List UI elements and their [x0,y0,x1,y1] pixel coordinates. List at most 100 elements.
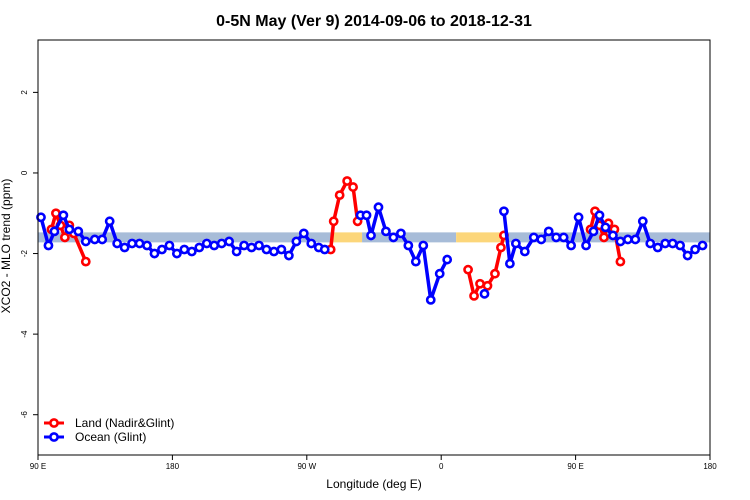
series-1-point-3-14 [600,222,611,233]
series-1-point-3-27 [697,240,708,251]
series-0-point-3-3 [599,232,609,243]
x-tick-label-0: 90 E [30,462,46,471]
series-1-point-0-14 [142,240,152,251]
series-1-point-3-8 [558,232,569,243]
series-1-point-0-27 [239,240,249,251]
legend: Land (Nadir&Glint)Ocean (Glint) [44,416,174,444]
series-1-point-3-15 [608,230,618,241]
series-1-point-0-17 [164,240,175,251]
series-0-point-0-6 [80,256,91,267]
y-axis: 2 0 -2 -4 -6 [20,90,38,419]
series-1-point-0-3 [58,210,69,221]
y-tick-label-0: 2 [20,90,29,95]
series-1-point-0-11 [119,242,130,253]
series-0-point-2-1 [469,290,479,301]
series-1-point-0-1 [43,240,54,251]
x-tick-label-1: 180 [166,462,180,471]
series-0-point-0-3 [59,232,70,243]
series-1-point-3-20 [645,238,656,249]
y-tick-label-3: -4 [20,330,29,338]
series-1-point-0-8 [97,234,108,245]
series-1-point-3-2 [510,238,521,249]
series-1-point-3-6 [543,226,554,237]
series-1-point-3-5 [536,234,547,245]
x-tick-label-3: 0 [439,462,444,471]
series-1-point-0-30 [261,244,272,255]
series-1-point-0-5 [73,226,84,237]
y-tick-label-2: -2 [20,249,29,257]
series-1-point-3-26 [690,244,700,255]
series-0-point-2-0 [463,264,473,275]
series-1-point-3-23 [667,238,678,249]
series-1-point-0-31 [269,246,279,257]
series-0-point-2-2 [475,278,485,289]
series-1-point-0-20 [186,246,197,257]
series-1-point-0-24 [216,238,227,249]
series-0-point-2-4 [490,268,500,279]
series-1-point-0-12 [127,238,137,249]
legend-marker-1 [49,432,59,442]
series-1-point-1-3 [373,202,384,213]
series-1-point-3-9 [566,240,577,251]
x-tick-label-4: 90 E [567,462,583,471]
series-1-point-1-5 [388,232,399,243]
series-1-point-3-25 [682,250,693,261]
series-1-point-0-7 [89,234,100,245]
series-1-point-3-0 [499,206,509,217]
y-tick-label-4: -6 [20,411,29,419]
series-1 [36,202,708,305]
series-1-point-3-16 [615,236,626,247]
series-1-point-0-9 [104,216,115,227]
series-1-point-1-6 [395,228,406,239]
series-1-point-3-11 [581,240,591,251]
series-0-point-1-4 [348,182,358,192]
series-1-point-3-1 [504,258,515,269]
series-1-point-3-21 [652,242,663,253]
series-1-point-0-29 [254,240,264,251]
series-1-point-1-7 [403,240,414,251]
series-1-point-0-10 [112,238,123,249]
series-1-point-0-19 [179,244,190,255]
series-1-point-0-34 [291,236,302,247]
series-1-point-3-18 [630,234,641,245]
series-1-point-3-13 [594,210,605,221]
series-1-point-2-0 [479,288,490,299]
chart-title: 0-5N May (Ver 9) 2014-09-06 to 2018-12-3… [216,13,532,30]
series-1-point-0-36 [306,238,317,249]
y-axis-label: XCO2 - MLO trend (ppm) [0,179,13,314]
series-0-point-2-5 [496,242,506,253]
series-0-point-1-3 [342,176,353,186]
series-1-point-0-26 [231,246,242,257]
series-0-point-1-2 [334,190,345,201]
series-1-point-0-33 [283,250,294,261]
plot-frame [37,39,711,456]
series-1-point-0-35 [298,228,309,239]
series-1-point-0-0 [36,212,46,223]
series-1-point-0-18 [171,248,182,259]
series-1-point-1-1 [361,210,372,221]
series-1-point-1-10 [425,294,436,305]
series-0-point-2-3 [482,280,493,291]
series-1-point-0-4 [64,224,75,235]
series-1-point-3-7 [551,232,562,243]
series-1-point-3-12 [588,226,599,237]
series-1-point-1-4 [381,226,391,237]
y-tick-label-1: 0 [20,170,29,175]
series-1-point-1-8 [410,256,421,267]
series-1-point-0-38 [319,244,330,255]
series-1-point-1-2 [366,230,376,241]
series-1-point-3-24 [675,240,686,251]
series-1-point-0-25 [224,236,235,247]
series-layer [36,176,708,305]
series-1-point-1-12 [442,254,453,265]
series-1-point-0-32 [276,244,287,255]
x-axis-label: Longitude (deg E) [326,477,421,491]
series-1-point-0-28 [246,242,257,253]
series-1-point-1-11 [434,268,445,279]
series-1-point-0-22 [201,238,212,249]
series-1-point-3-17 [622,234,633,245]
x-tick-label-5: 180 [703,462,717,471]
series-1-point-0-23 [209,240,220,251]
series-1-line-1 [360,205,449,302]
